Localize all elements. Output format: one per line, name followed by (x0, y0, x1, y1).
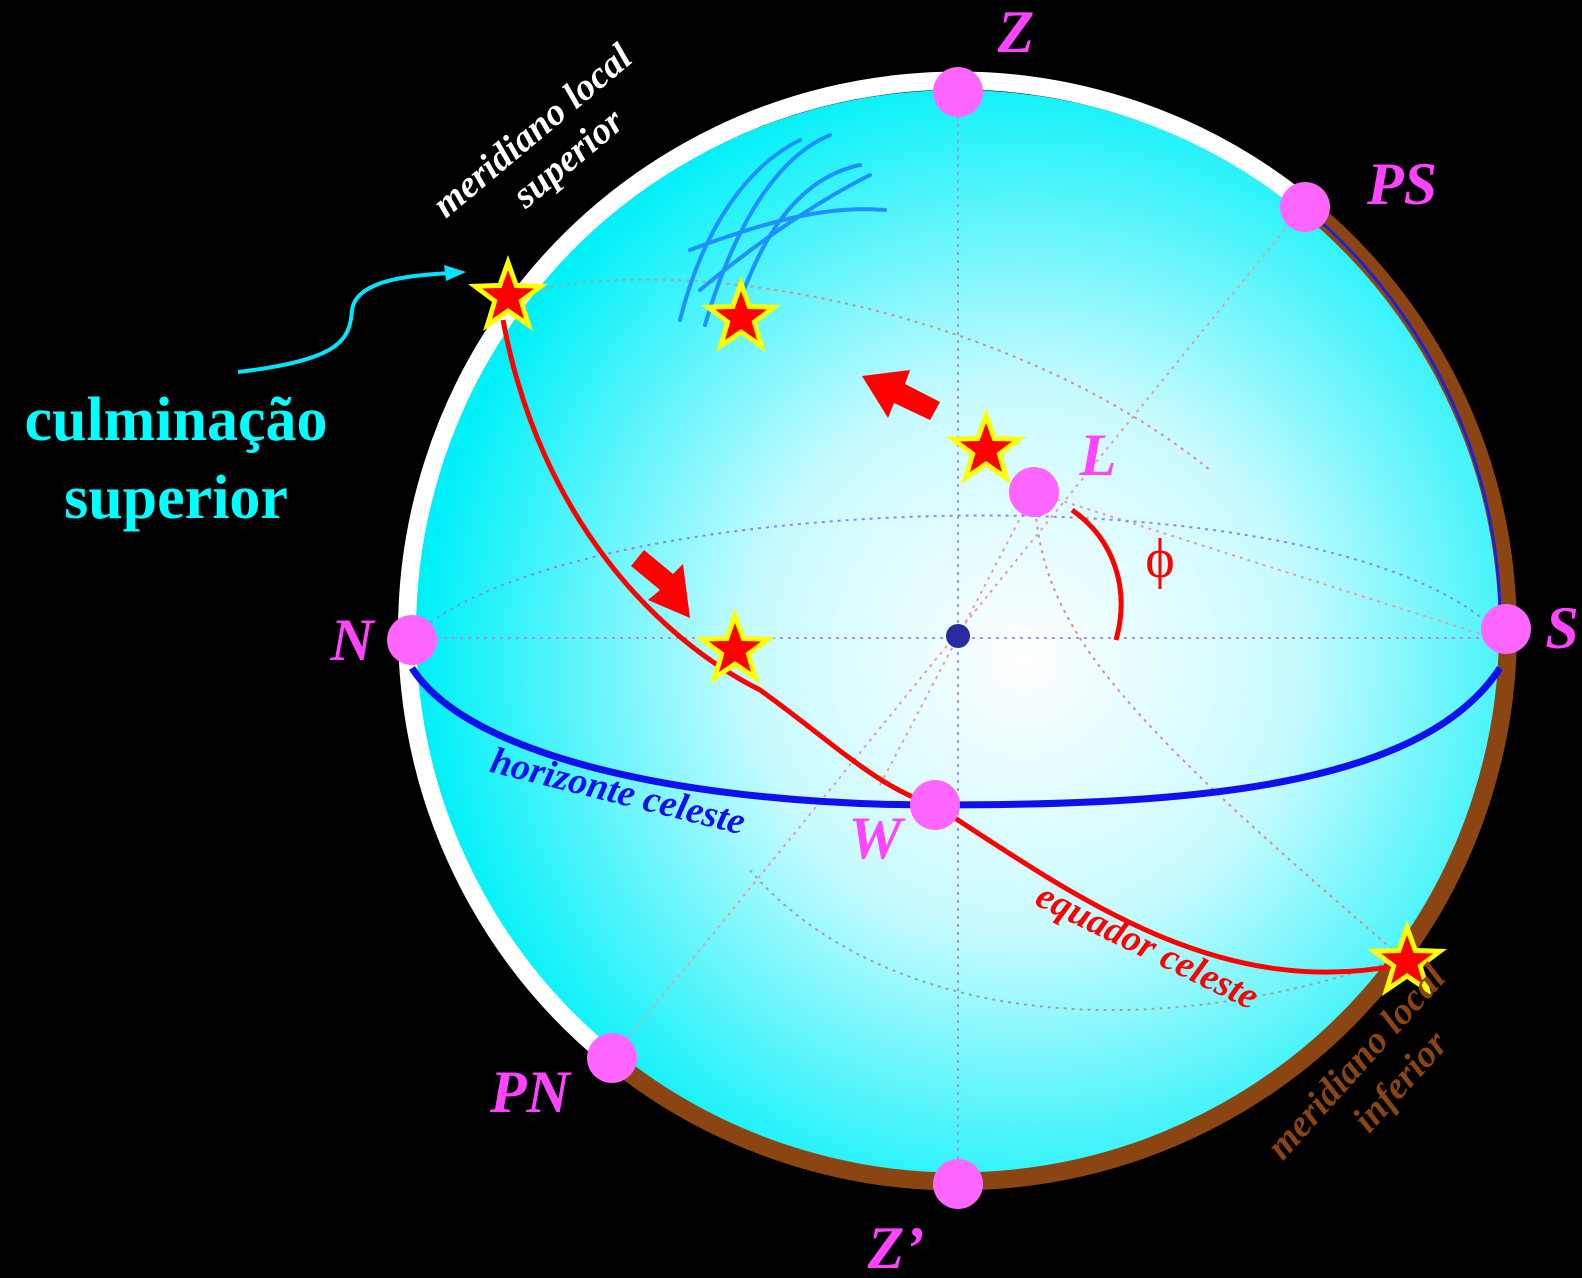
west-marker (910, 780, 960, 830)
label-north: N (329, 607, 376, 673)
zenith-marker (933, 67, 983, 117)
nadir-marker (933, 1159, 983, 1209)
north-marker (387, 615, 437, 665)
south-marker (1481, 604, 1531, 654)
label-west: W (848, 805, 905, 871)
latitude-symbol: ϕ (1145, 528, 1174, 590)
label-north-pole: PN (489, 1059, 573, 1125)
culmination-pointer (237, 271, 453, 374)
label-south-pole: PS (1366, 151, 1437, 217)
label-south: S (1545, 595, 1578, 661)
south-pole-marker (1280, 182, 1330, 232)
celestial-equator (500, 319, 1401, 975)
arrow-toward-culmination (862, 370, 940, 420)
culmination-caption-line1: culminação (24, 386, 327, 454)
latitude-arc (1070, 507, 1124, 641)
label-local-point: L (1079, 422, 1117, 488)
lower-meridian-arc (604, 197, 1518, 1191)
label-nadir: Z’ (867, 1215, 925, 1278)
local-point-marker (1009, 467, 1059, 517)
culmination-pointer-head (444, 265, 466, 281)
culmination-caption-line2: superior (64, 464, 288, 532)
constellation-sketch (678, 133, 887, 332)
label-zenith: Z (997, 0, 1035, 65)
meridian-inner-edge (1304, 206, 1502, 641)
point-markers (387, 67, 1531, 1209)
north-pole-marker (587, 1033, 637, 1083)
sphere-center-dot (946, 624, 970, 648)
arrow-along-equator (631, 550, 690, 618)
